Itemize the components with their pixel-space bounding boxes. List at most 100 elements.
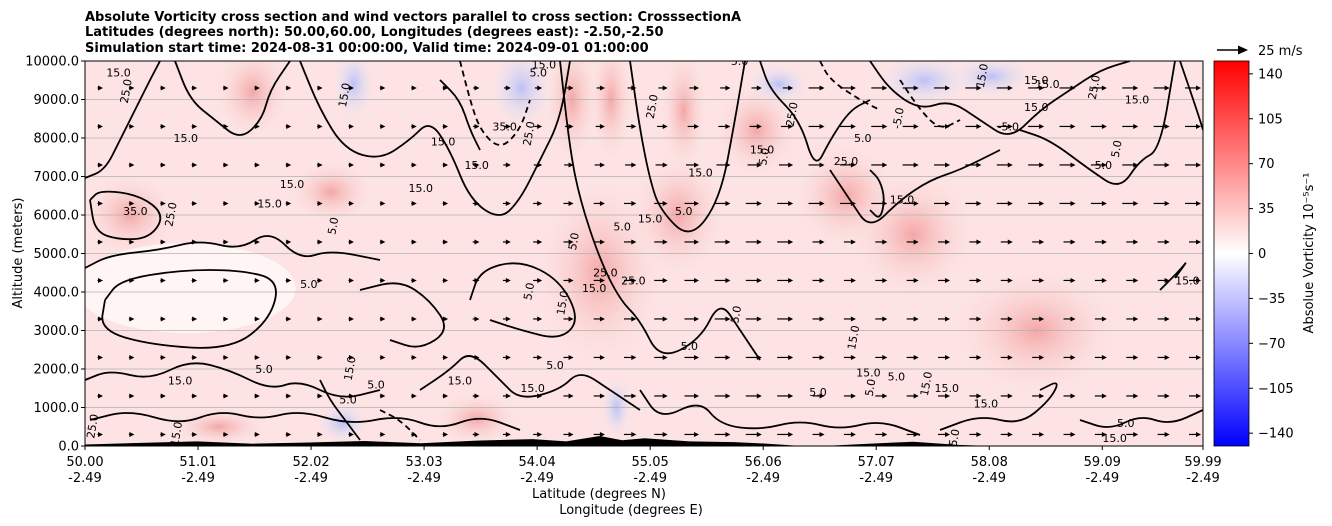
contour-label-33: 5.0 — [854, 132, 872, 145]
wind-vector-head-339 — [1039, 85, 1045, 91]
wind-vector-head-226 — [725, 200, 731, 206]
wind-vector-head-187 — [631, 431, 637, 437]
wind-vector-head-119 — [411, 85, 417, 91]
wind-vector-head-60 — [254, 239, 260, 245]
contour-label-25: 25.0 — [644, 93, 661, 119]
wind-vector-head-257 — [819, 277, 825, 283]
contour-label-57: 15.0 — [168, 374, 193, 387]
wind-vector-head-114 — [411, 277, 417, 283]
wind-vector-head-268 — [850, 277, 856, 283]
contour-line-11 — [1019, 61, 1176, 185]
x-tick-label-lat-5: 55.05 — [632, 455, 669, 470]
wind-vector-head-12 — [129, 393, 135, 399]
wind-vector-head-315 — [976, 162, 982, 168]
contour-label-2: 15.0 — [173, 132, 198, 145]
wind-vector-head-285 — [882, 47, 887, 52]
x-tick-label-lat-0: 50.00 — [66, 455, 103, 470]
contour-line-dashed-0 — [459, 61, 531, 146]
wind-vector-head-274 — [851, 47, 856, 52]
contour-label-64: 15.0 — [168, 421, 185, 447]
wind-vector-head-344 — [1070, 316, 1076, 322]
wind-vector-head-80 — [317, 316, 323, 322]
wind-vector-head-11 — [129, 431, 135, 437]
wind-vector-head-264 — [850, 431, 856, 437]
contour-label-9: 15.0 — [408, 182, 433, 195]
wind-vector-head-321 — [1007, 354, 1013, 360]
wind-vector-head-254 — [819, 393, 825, 399]
wind-vector-head-208 — [663, 47, 668, 52]
wind-vector-head-390 — [1196, 239, 1201, 245]
wind-vector-head-228 — [725, 123, 731, 129]
contour-lines — [85, 61, 1203, 441]
wind-vector-head-266 — [850, 354, 856, 360]
wind-vector-head-129 — [443, 123, 449, 129]
colorbar-tick-label-6: −70 — [1258, 337, 1285, 352]
wind-vector-head-375 — [1164, 393, 1170, 399]
contour-label-22: 15.0 — [554, 290, 571, 316]
wind-vector-head-30 — [160, 123, 166, 129]
wind-vector-head-44 — [223, 431, 229, 437]
wind-vector-head-78 — [317, 393, 323, 399]
x-tick-label-lon-1: -2.49 — [181, 471, 215, 486]
wind-vector-head-38 — [192, 239, 198, 245]
wind-vector-head-179 — [599, 316, 605, 322]
wind-vector-head-269 — [850, 239, 856, 245]
contour-line-24 — [869, 169, 885, 218]
wind-vector-head-290 — [913, 277, 919, 283]
x-tick-label-lat-10: 59.99 — [1184, 455, 1221, 470]
wind-vector-head-84 — [317, 162, 323, 168]
contour-label-44: 15.0 — [1175, 274, 1200, 287]
wind-vector-head-147 — [505, 277, 511, 283]
wind-vector-head-107 — [380, 123, 386, 129]
x-tick-label-lat-3: 53.03 — [405, 455, 442, 470]
wind-vector-head-272 — [850, 123, 856, 129]
chart-title: Absolute Vorticity cross section and win… — [85, 10, 741, 56]
wind-vector-head-242 — [788, 431, 794, 437]
contour-line-13 — [85, 362, 381, 398]
wind-vector-head-328 — [1007, 85, 1013, 91]
contour-label-14: 15.0 — [464, 159, 489, 172]
contour-line-20 — [469, 262, 576, 338]
wind-vector-head-67 — [286, 393, 292, 399]
contour-label-36: 15.0 — [1024, 101, 1049, 114]
contour-line-17 — [939, 382, 1058, 431]
wind-vector-head-278 — [882, 316, 888, 322]
contour-line-7 — [629, 61, 746, 233]
wind-vector-head-83 — [317, 200, 323, 206]
wind-vector-head-112 — [411, 354, 417, 360]
wind-vector-head-168 — [568, 316, 574, 322]
wind-vector-head-64 — [254, 85, 260, 91]
wind-vector-head-303 — [945, 200, 951, 206]
wind-vector-head-145 — [505, 354, 511, 360]
wind-vector-head-152 — [505, 85, 511, 91]
colorbar-tick-label-2: 70 — [1258, 157, 1275, 172]
wind-vector-head-334 — [1039, 277, 1045, 283]
wind-vector-head-55 — [254, 431, 260, 437]
wind-vector-head-116 — [411, 200, 417, 206]
wind-vector-head-97 — [348, 85, 354, 91]
y-tick-label-2: 2000.0 — [34, 363, 80, 378]
wind-vector-head-333 — [1039, 316, 1045, 322]
contour-line-5 — [299, 61, 571, 216]
x-tick-label-lat-1: 51.01 — [179, 455, 216, 470]
wind-vector-head-308 — [976, 431, 982, 437]
contour-line-19 — [1159, 262, 1187, 291]
wind-vector-head-306 — [945, 85, 951, 91]
wind-vector-head-386 — [1196, 393, 1201, 399]
wind-vector-head-156 — [537, 354, 543, 360]
contour-label-31: 5.0 — [756, 147, 772, 166]
contour-label-28: 25.0 — [784, 101, 801, 127]
wind-vector-head-262 — [819, 85, 825, 91]
wind-vector-head-292 — [913, 200, 919, 206]
wind-vector-head-146 — [505, 316, 511, 322]
wind-vector-head-18 — [129, 162, 135, 168]
wind-vector-head-75 — [286, 85, 292, 91]
wind-vector-head-310 — [976, 354, 982, 360]
wind-vector-head-17 — [129, 200, 135, 206]
wind-vector-head-25 — [160, 316, 166, 322]
contour-label-12: 15.0 — [532, 59, 557, 72]
contour-label-50: 15.0 — [856, 367, 881, 380]
x-tick-label-lat-2: 52.02 — [292, 455, 329, 470]
contour-label-13: 25.0 — [521, 120, 538, 146]
wind-vector-head-250 — [788, 123, 794, 129]
